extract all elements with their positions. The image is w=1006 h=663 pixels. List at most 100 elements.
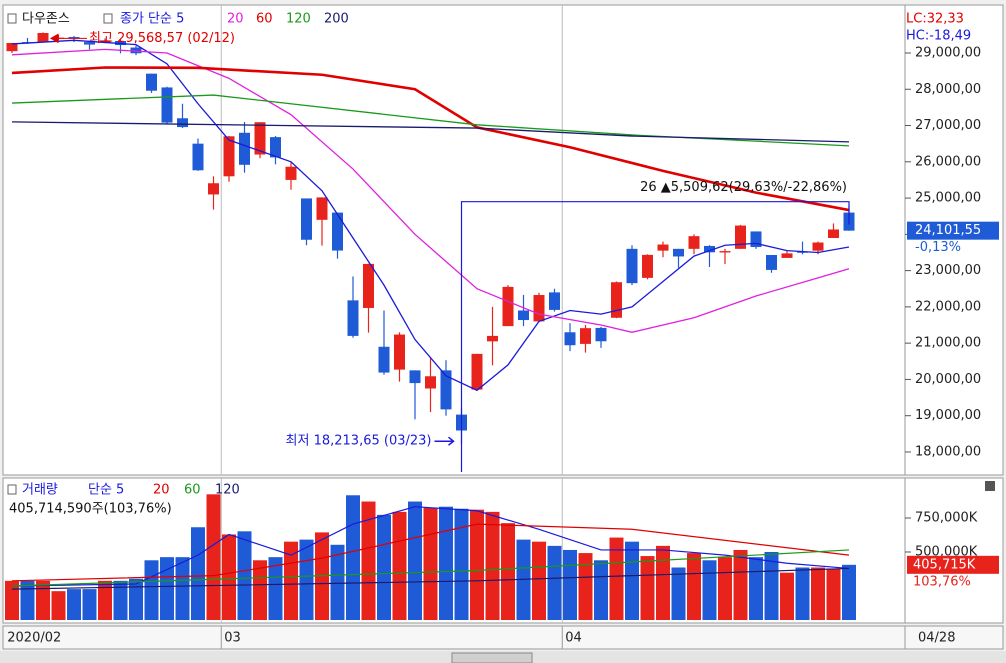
last-price-label: 24,101,55 [915,223,981,238]
legend-box [7,13,17,24]
volume-bar [361,501,376,620]
y-tick-label: 21,000,00 [915,336,981,351]
volume-bar [175,557,190,620]
candle-body [394,334,405,370]
volume-bar [408,501,422,620]
volume-badge [907,555,999,574]
candle-body [797,251,808,253]
annotation-arrow [49,33,87,44]
legend-entry: 60 [256,12,273,27]
price-panel [2,4,906,476]
volume-bar [36,580,50,620]
volume-bar [206,494,221,620]
volume-bar [237,531,252,620]
stat: HC:-18,49 [906,29,971,44]
legend-entry: 종가 단순 5 [120,12,184,27]
candle-body [316,197,328,220]
legend-entry: 120 [215,483,240,498]
indicator-line [11,121,850,143]
legend-entry: 20 [153,483,170,498]
volume-bar [547,545,562,620]
indicator-line [11,66,850,212]
volume-bar [609,537,624,620]
y-tick-label: 19,000,00 [915,408,981,423]
range-lines [460,201,850,472]
volume-bar [160,557,174,620]
candle-body [223,136,235,177]
candle-body [301,198,312,240]
scroll-controls[interactable] [451,652,533,663]
candle-body [440,370,452,410]
candle-body [363,263,374,308]
volume-change-label: 103,76% [913,574,971,589]
stat: LC:32,33 [906,12,964,27]
y-tick-label: 18,000,00 [915,444,981,459]
candle-body [781,253,793,258]
volume-bar [718,557,732,620]
candle-body [6,42,18,52]
volume-bar [253,560,267,620]
volume-bar [625,541,639,620]
candle-body [177,118,188,128]
volume-axis-panel [904,477,1004,624]
volume-bar [795,567,810,620]
y-tick-label: 22,000,00 [915,299,981,314]
volume-bar [82,589,97,620]
y-tick-label: 29,000,00 [915,45,981,60]
panel-close-icon[interactable] [985,481,995,491]
volume-bar [222,534,236,620]
legend-entry: 단순 5 [88,483,124,498]
volume-bar [640,556,655,620]
volume-bar [330,544,345,620]
volume-bar [764,551,779,620]
volume-bar [501,523,515,620]
price-change-label: -0,13% [915,240,961,255]
candle-body [673,248,684,257]
candle-body [37,33,49,43]
volume-bar [129,578,143,620]
x-end-label: 04/28 [918,631,955,646]
candle-body [750,231,762,248]
candle-body [270,137,281,158]
candle-body [704,245,715,253]
candle-body [130,47,142,54]
volume-bar [656,545,670,620]
y-tick-label: 27,000,00 [915,118,981,133]
volume-bar [485,511,500,620]
volume-bar [826,568,841,620]
candle-body [735,225,746,249]
candle-body [332,212,343,251]
volume-bar [377,514,391,620]
volume-bar [671,567,686,620]
volume-bar [191,527,205,620]
range-annotation: 26 ▲5,509,62(29,63%/-22,86%) [640,180,847,195]
volume-bar [20,580,35,620]
candle-body [425,376,436,389]
y-tick-label: 26,000,00 [915,154,981,169]
indicator-line [11,523,850,582]
candle-body [487,335,498,342]
candle-body [161,87,173,123]
indicator-line [11,48,850,333]
volume-bar [687,553,701,620]
candle-body [239,132,250,165]
volume-bar [5,580,19,620]
indicator-line [11,567,850,590]
volume-bar [842,564,856,620]
volume-bar [392,511,407,620]
volume-bar [439,506,453,620]
candle-body [347,300,359,336]
volume-bar [578,553,593,620]
candle-body [595,327,607,342]
candle-body [766,255,777,270]
legend-box [7,484,17,495]
date-bar [2,625,1004,650]
candle-body [611,282,622,318]
y-tick-label: 25,000,00 [915,191,981,206]
volume-bar [702,560,717,620]
candle-body [254,122,266,155]
annotation-arrow [434,436,455,446]
volume-bar [51,591,66,620]
